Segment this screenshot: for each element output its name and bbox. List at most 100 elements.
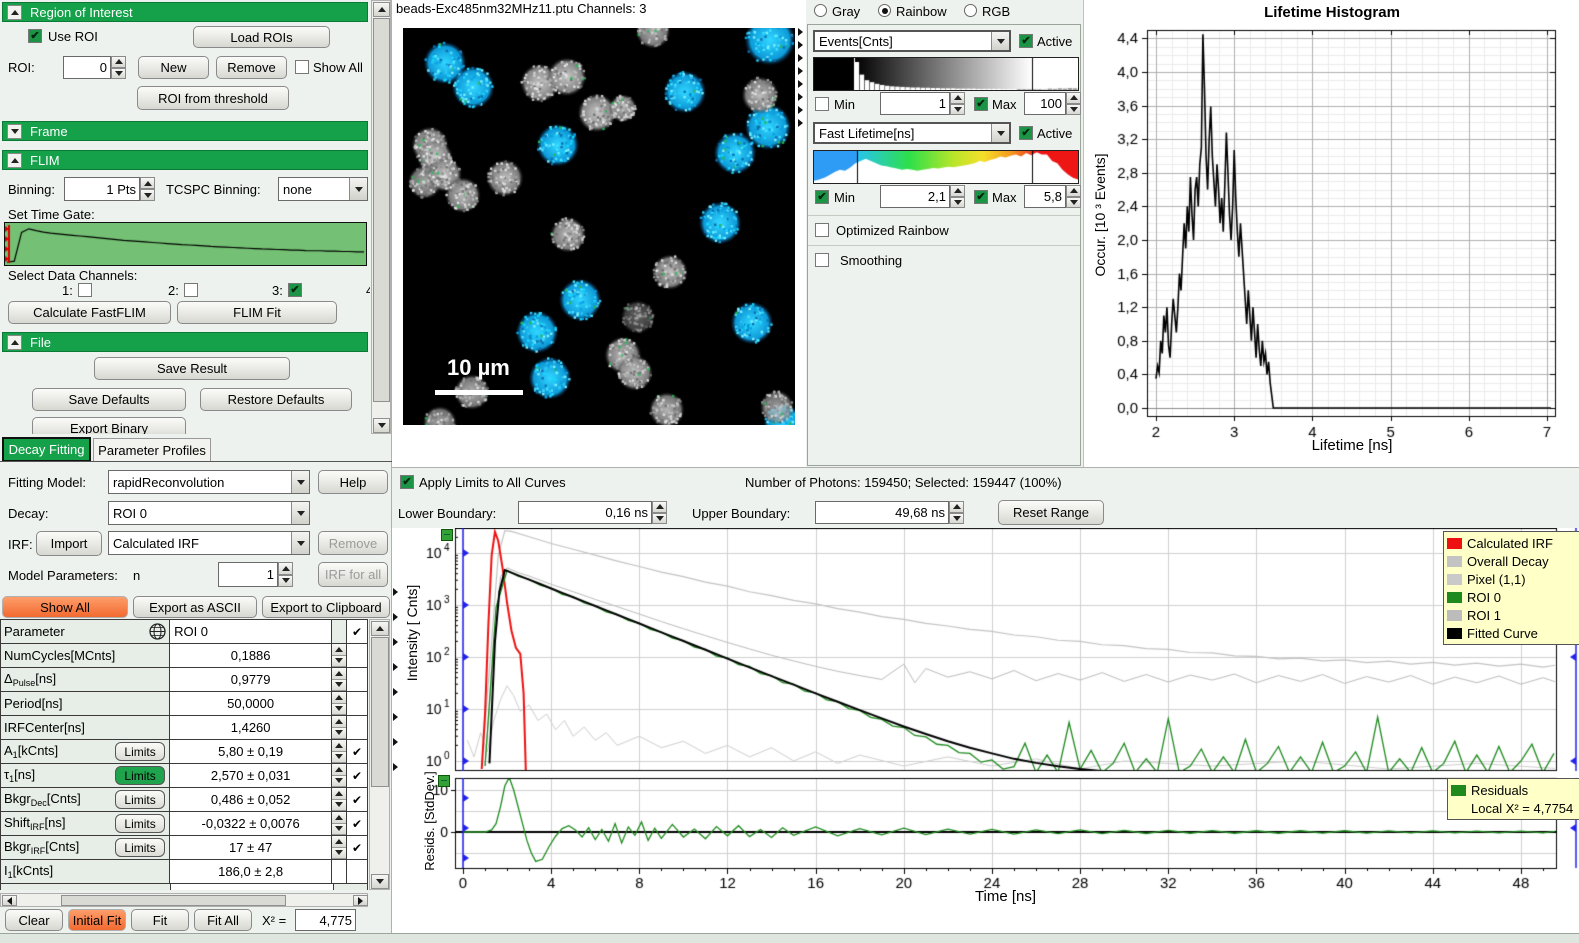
events-max-checkbox[interactable]: ✔ bbox=[974, 97, 988, 111]
parameter-spinner[interactable] bbox=[332, 692, 348, 715]
spin-down-icon[interactable] bbox=[332, 847, 347, 859]
parameter-check-cell[interactable]: ✔ bbox=[347, 836, 367, 859]
chevron-down-icon[interactable] bbox=[291, 471, 309, 493]
parameter-check-cell[interactable] bbox=[347, 860, 367, 883]
collapse-icon[interactable] bbox=[7, 152, 22, 168]
spin-up-icon[interactable] bbox=[332, 668, 347, 680]
spin-up-icon[interactable] bbox=[332, 812, 347, 824]
scroll-down-icon[interactable] bbox=[371, 874, 389, 889]
plot-splitter-handle[interactable] bbox=[441, 529, 453, 541]
splitter-arrow-icon[interactable] bbox=[393, 738, 398, 746]
spin-up-icon[interactable] bbox=[332, 644, 347, 656]
chevron-down-icon[interactable] bbox=[991, 124, 1009, 142]
parameter-spinner[interactable] bbox=[332, 812, 348, 835]
decay-chart[interactable] bbox=[392, 528, 1579, 933]
channel-2-checkbox[interactable] bbox=[184, 283, 198, 297]
parameter-value-cell[interactable]: 0,486 ± 0,052 bbox=[170, 788, 333, 811]
spin-down-icon[interactable] bbox=[332, 799, 347, 811]
show-all-rois-checkbox[interactable] bbox=[295, 60, 309, 74]
events-histogram[interactable] bbox=[813, 57, 1079, 91]
spin-down-icon[interactable] bbox=[332, 775, 347, 787]
spin-up-icon[interactable] bbox=[332, 740, 347, 752]
roi-from-threshold-button[interactable]: ROI from threshold bbox=[137, 86, 289, 110]
irf-for-all-button[interactable]: IRF for all bbox=[318, 562, 388, 587]
flim-fit-button[interactable]: FLIM Fit bbox=[177, 301, 337, 324]
scroll-left-icon[interactable] bbox=[2, 895, 17, 906]
scroll-right-icon[interactable] bbox=[353, 895, 368, 906]
lifetime-channel-dropdown[interactable]: Fast Lifetime[ns] bbox=[813, 122, 1011, 144]
save-result-button[interactable]: Save Result bbox=[94, 357, 290, 380]
parameter-value-cell[interactable]: 2,570 ± 0,031 bbox=[170, 764, 333, 787]
mode-radio-gray[interactable] bbox=[814, 4, 827, 17]
parameter-spinner[interactable] bbox=[332, 788, 348, 811]
chevron-down-icon[interactable] bbox=[291, 502, 309, 524]
limits-button[interactable]: Limits bbox=[115, 742, 166, 761]
lifetime-active-checkbox[interactable]: ✔ bbox=[1019, 126, 1033, 140]
splitter-arrow-icon[interactable] bbox=[798, 80, 803, 88]
parameter-check-cell[interactable] bbox=[347, 644, 367, 667]
export-clipboard-button[interactable]: Export to Clipboard bbox=[262, 596, 390, 618]
parameter-value-cell[interactable]: 17 ± 47 bbox=[170, 836, 333, 859]
restore-defaults-button[interactable]: Restore Defaults bbox=[200, 388, 352, 411]
splitter-arrow-icon[interactable] bbox=[798, 93, 803, 101]
events-max-spinner[interactable] bbox=[1066, 92, 1081, 115]
splitter-arrow-icon[interactable] bbox=[393, 588, 398, 596]
upper-boundary-input[interactable]: 49,68 ns bbox=[815, 501, 949, 524]
spin-down-icon[interactable] bbox=[332, 751, 347, 763]
parameter-value-cell[interactable]: 1,4260 bbox=[170, 716, 333, 739]
splitter-arrow-icon[interactable] bbox=[393, 613, 398, 621]
use-roi-checkbox[interactable]: ✔ bbox=[28, 29, 42, 43]
roi0-header-cell[interactable]: ROI 0 bbox=[170, 620, 333, 643]
mode-radio-rainbow[interactable] bbox=[878, 4, 891, 17]
events-channel-dropdown[interactable]: Events[Cnts] bbox=[813, 30, 1011, 52]
spin-down-icon[interactable] bbox=[332, 655, 347, 667]
smoothing-checkbox[interactable] bbox=[815, 253, 829, 267]
parameter-check-cell[interactable] bbox=[347, 692, 367, 715]
mode-radio-rgb[interactable] bbox=[964, 4, 977, 17]
splitter-arrow-icon[interactable] bbox=[798, 119, 803, 127]
channel-1-checkbox[interactable] bbox=[78, 283, 92, 297]
remove-irf-button[interactable]: Remove bbox=[318, 531, 388, 555]
parameter-spinner[interactable] bbox=[332, 668, 348, 691]
parameter-check-cell[interactable] bbox=[347, 716, 367, 739]
lifetime-color-histogram[interactable] bbox=[813, 150, 1079, 184]
lifetime-max-checkbox[interactable]: ✔ bbox=[974, 190, 988, 204]
bead-image-canvas[interactable] bbox=[403, 28, 795, 425]
parameter-check-cell[interactable]: ✔ bbox=[347, 812, 367, 835]
fit-button[interactable]: Fit bbox=[131, 909, 189, 931]
parameter-value-cell[interactable]: 5,80 ± 0,19 bbox=[170, 740, 333, 763]
fitting-model-dropdown[interactable]: rapidReconvolution bbox=[108, 470, 310, 494]
parameter-spinner[interactable] bbox=[332, 764, 348, 787]
lifetime-min-input[interactable]: 2,1 bbox=[880, 185, 950, 208]
splitter-arrow-icon[interactable] bbox=[798, 41, 803, 49]
splitter-arrow-icon[interactable] bbox=[393, 763, 398, 771]
load-rois-button[interactable]: Load ROIs bbox=[193, 26, 330, 48]
splitter-arrow-icon[interactable] bbox=[393, 638, 398, 646]
limits-button[interactable]: Limits bbox=[115, 766, 166, 785]
tcspc-binning-dropdown[interactable]: none bbox=[278, 177, 368, 201]
save-defaults-button[interactable]: Save Defaults bbox=[32, 388, 186, 411]
parameter-value-cell[interactable]: -0,0322 ± 0,0076 bbox=[170, 812, 333, 835]
lower-boundary-input[interactable]: 0,16 ns bbox=[518, 501, 652, 524]
events-max-input[interactable]: 100 bbox=[1024, 92, 1066, 115]
remove-roi-button[interactable]: Remove bbox=[216, 56, 287, 79]
roi-spinner[interactable] bbox=[111, 56, 126, 79]
collapse-icon[interactable] bbox=[7, 123, 22, 139]
spin-up-icon[interactable] bbox=[332, 692, 347, 704]
scroll-up-icon[interactable] bbox=[373, 2, 390, 17]
n-spinner[interactable] bbox=[278, 562, 293, 587]
splitter-arrow-icon[interactable] bbox=[393, 713, 398, 721]
scroll-down-icon[interactable] bbox=[373, 418, 390, 433]
events-active-checkbox[interactable]: ✔ bbox=[1019, 34, 1033, 48]
parameter-table-scrollbar[interactable] bbox=[369, 619, 390, 890]
fit-all-button[interactable]: Fit All bbox=[194, 909, 252, 931]
lifetime-min-spinner[interactable] bbox=[950, 185, 965, 208]
irf-dropdown[interactable]: Calculated IRF bbox=[108, 531, 310, 555]
parameter-value-cell[interactable]: 0,9779 bbox=[170, 668, 333, 691]
scroll-up-icon[interactable] bbox=[371, 621, 389, 636]
splitter-arrow-icon[interactable] bbox=[798, 67, 803, 75]
lower-boundary-spinner[interactable] bbox=[652, 501, 667, 524]
spin-down-icon[interactable] bbox=[332, 727, 347, 739]
spin-up-icon[interactable] bbox=[332, 764, 347, 776]
channel-3-checkbox[interactable]: ✔ bbox=[288, 283, 302, 297]
